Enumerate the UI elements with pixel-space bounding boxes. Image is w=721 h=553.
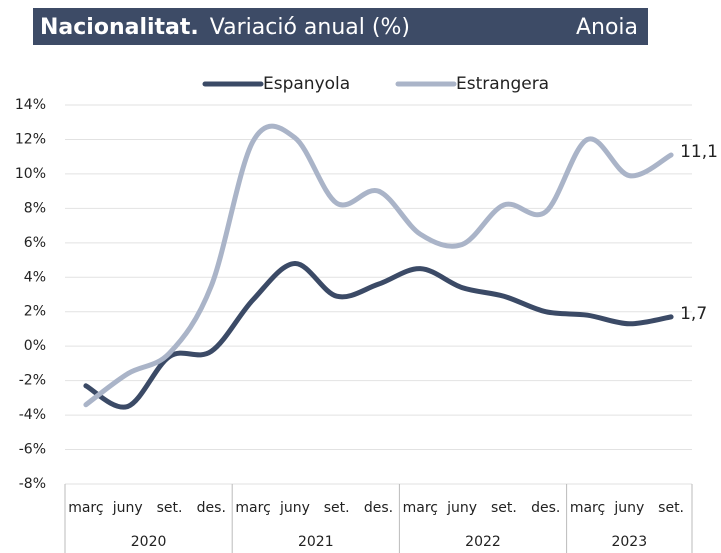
- x-tick-label: set.: [491, 500, 517, 516]
- end-label: 1,7: [680, 304, 707, 324]
- y-tick-label: -4%: [19, 407, 46, 423]
- series-line: [83, 260, 674, 410]
- y-tick-label: 2%: [24, 304, 46, 320]
- x-tick-label: des.: [364, 500, 393, 516]
- y-tick-label: -8%: [19, 476, 46, 492]
- x-tick-label: set.: [324, 500, 350, 516]
- x-group-label: 2021: [298, 534, 334, 550]
- header-bar: [33, 8, 648, 45]
- y-tick-label: -2%: [19, 373, 46, 389]
- x-tick-label: des.: [531, 500, 560, 516]
- y-tick-label: -6%: [19, 442, 46, 458]
- y-tick-label: 6%: [24, 235, 46, 251]
- y-tick-label: 12%: [15, 131, 46, 147]
- x-tick-label: març: [235, 500, 270, 516]
- x-tick-label: juny: [279, 500, 310, 516]
- x-tick-label: març: [403, 500, 438, 516]
- subtitle: Variació anual (%): [210, 15, 410, 40]
- series-line: [83, 123, 674, 408]
- title: Nacionalitat.: [40, 15, 199, 40]
- x-tick-label: set.: [157, 500, 183, 516]
- y-tick-label: 14%: [15, 97, 46, 113]
- y-tick-label: 0%: [24, 338, 46, 354]
- x-tick-label: març: [68, 500, 103, 516]
- header-title: Nacionalitat. Variació anual (%): [40, 15, 410, 40]
- x-group-label: 2023: [611, 534, 647, 550]
- x-group-label: 2020: [131, 534, 167, 550]
- legend-label: Estrangera: [456, 74, 549, 94]
- x-tick-label: juny: [446, 500, 477, 516]
- x-tick-label: juny: [112, 500, 143, 516]
- x-group-label: 2022: [465, 534, 501, 550]
- y-tick-label: 4%: [24, 269, 46, 285]
- y-tick-label: 10%: [15, 166, 46, 182]
- y-tick-label: 8%: [24, 200, 46, 216]
- end-label: 11,1: [680, 142, 718, 162]
- x-tick-label: març: [570, 500, 605, 516]
- x-tick-label: set.: [658, 500, 684, 516]
- x-tick-label: des.: [197, 500, 226, 516]
- legend-label: Espanyola: [263, 74, 350, 94]
- region: Anoia: [576, 15, 638, 40]
- x-tick-label: juny: [613, 500, 644, 516]
